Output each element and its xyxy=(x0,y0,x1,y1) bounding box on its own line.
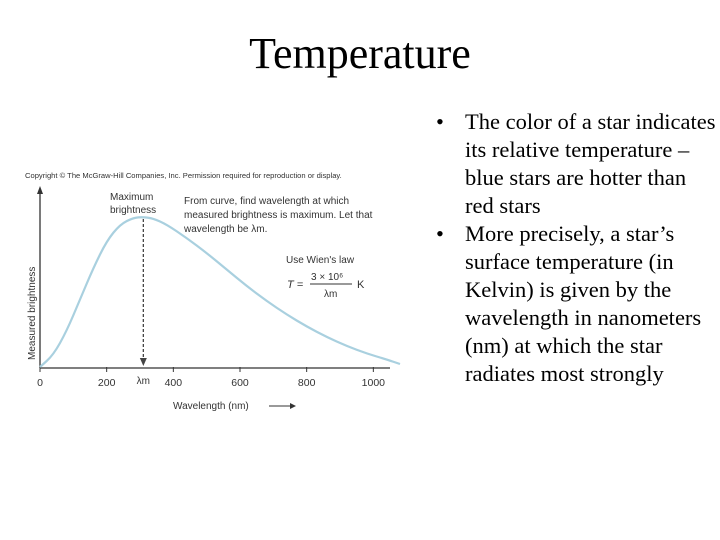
bullet-glyph: • xyxy=(436,221,444,246)
x-tick-label: 800 xyxy=(298,377,316,389)
formula-numerator: 3 × 10⁶ xyxy=(311,272,343,283)
bullet-text: The color of a star indicates its relati… xyxy=(465,109,716,218)
copyright-notice: Copyright © The McGraw-Hill Companies, I… xyxy=(25,171,342,180)
note-line-2: measured brightness is maximum. Let that xyxy=(184,210,373,221)
x-tick-label: 0 xyxy=(37,377,43,389)
bullet-glyph: • xyxy=(436,109,444,134)
lambda-max-label: λm xyxy=(137,376,150,387)
formula-lhs: T = xyxy=(287,279,304,291)
peak-arrow-head xyxy=(139,358,147,366)
wien-law-label: Use Wien's law xyxy=(286,255,355,266)
x-axis-label: Wavelength (nm) xyxy=(173,401,249,412)
brightness-chart: Copyright © The McGraw-Hill Companies, I… xyxy=(25,171,401,412)
note-line-3: wavelength be λm. xyxy=(183,224,267,235)
brightness-curve xyxy=(39,216,401,368)
peak-label-line-2: brightness xyxy=(110,205,156,216)
blackbody-figure: Copyright © The McGraw-Hill Companies, I… xyxy=(20,160,410,420)
x-label-arrow-head xyxy=(290,403,296,409)
bullet-list: • The color of a star indicates its rela… xyxy=(436,108,718,388)
x-tick-label: 600 xyxy=(231,377,249,389)
slide-title: Temperature xyxy=(249,29,471,78)
formula-unit: K xyxy=(357,279,365,291)
peak-label-line-1: Maximum xyxy=(110,192,153,203)
x-tick-label: 1000 xyxy=(362,377,386,389)
x-tick-group: 0 200 400 600 800 1000 xyxy=(37,367,385,389)
note-line-1: From curve, find wavelength at which xyxy=(184,196,349,207)
bullet-item: • More precisely, a star’s surface tempe… xyxy=(436,220,718,388)
x-tick-label: 400 xyxy=(165,377,183,389)
y-axis-label: Measured brightness xyxy=(27,267,38,360)
bullet-item: • The color of a star indicates its rela… xyxy=(436,108,718,220)
bullet-text: More precisely, a star’s surface tempera… xyxy=(465,221,702,386)
y-axis-arrow xyxy=(37,186,43,194)
formula-denominator: λm xyxy=(324,289,337,300)
x-tick-label: 200 xyxy=(98,377,116,389)
